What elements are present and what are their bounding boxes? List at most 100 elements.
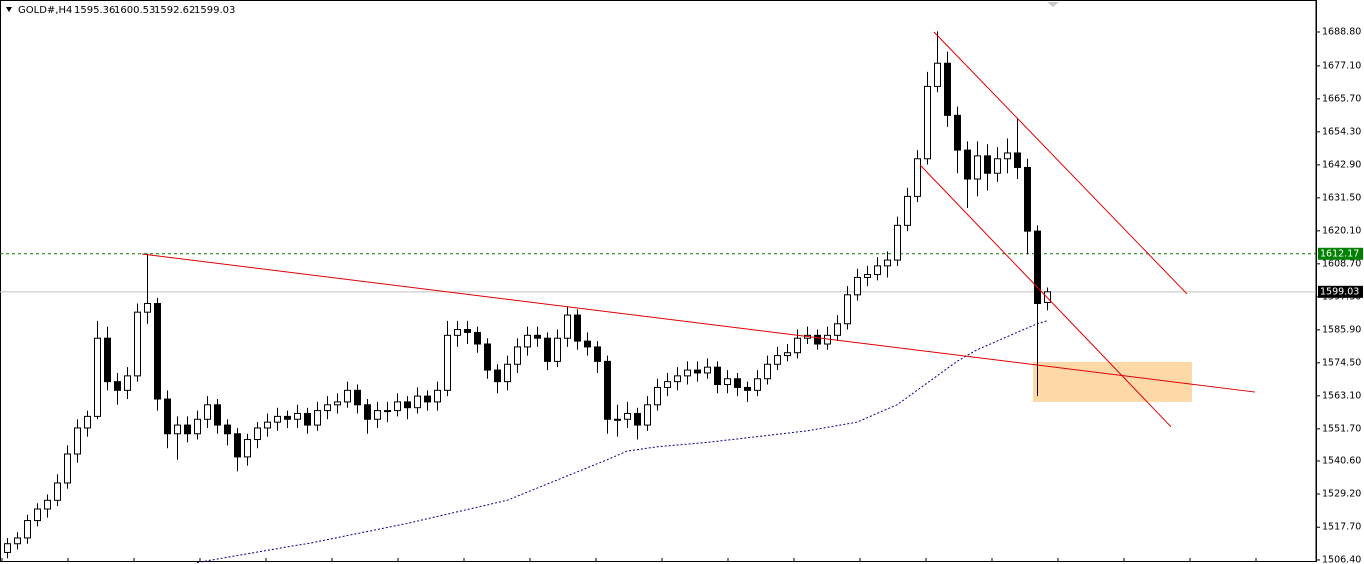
candle-body — [894, 224, 901, 261]
candle-body — [544, 337, 551, 362]
header-close: 1599.03 — [194, 5, 235, 16]
candle-body — [734, 378, 741, 388]
y-tick-label: 1517.70 — [1322, 522, 1361, 533]
candle-body — [904, 195, 911, 226]
candle-body — [114, 381, 121, 391]
trendline — [919, 164, 1172, 428]
y-tick-label: 1585.90 — [1322, 324, 1361, 335]
header-low: 1592.62 — [154, 5, 195, 16]
candle-body — [704, 366, 711, 374]
candle-body — [304, 412, 311, 426]
candle-body — [364, 404, 371, 420]
candle-body — [214, 404, 221, 426]
candle-body — [64, 453, 71, 484]
price-tag-label: 1599.03 — [1320, 286, 1359, 297]
candle-body — [254, 427, 261, 441]
candle-body — [974, 155, 981, 180]
candle-body — [1004, 152, 1011, 160]
candle-body — [284, 415, 291, 420]
plot-frame — [0, 0, 1317, 562]
candle-body — [884, 259, 891, 267]
candle-body — [794, 337, 801, 354]
y-tick-label: 1677.10 — [1322, 60, 1361, 71]
candle-body — [844, 294, 851, 325]
candle-body — [564, 314, 571, 339]
candle-body — [84, 415, 91, 429]
candle-body — [1024, 166, 1031, 232]
candle-body — [574, 314, 581, 342]
y-tick-label: 1608.70 — [1322, 258, 1361, 269]
trendline — [141, 253, 1256, 393]
candle-body — [764, 363, 771, 380]
candle-body — [664, 381, 671, 388]
candle-body — [684, 369, 691, 377]
candle-body — [774, 355, 781, 365]
candle-body — [994, 158, 1001, 174]
candle-body — [424, 395, 431, 403]
header-open: 1595.36 — [74, 5, 115, 16]
candle-body — [874, 265, 881, 276]
candle-body — [604, 360, 611, 420]
candle-body — [14, 537, 21, 545]
candle-body — [914, 158, 921, 197]
trendline — [933, 31, 1188, 295]
candle-body — [94, 337, 101, 417]
candle-body — [944, 62, 951, 116]
candle-body — [184, 424, 191, 435]
price-tag — [1318, 247, 1363, 260]
candle-body — [454, 329, 461, 336]
candle-body — [524, 334, 531, 348]
candle-body — [634, 412, 641, 426]
candle-body — [554, 337, 561, 362]
candle-body — [264, 421, 271, 429]
y-tick-label: 1688.80 — [1322, 26, 1361, 37]
candle-body — [74, 427, 81, 455]
candle-body — [504, 363, 511, 383]
y-tick-label: 1506.40 — [1322, 554, 1361, 564]
candle-body — [164, 398, 171, 435]
price-tag — [1318, 285, 1363, 298]
candle-body — [724, 378, 731, 386]
candle-body — [814, 334, 821, 345]
candle-body — [144, 302, 151, 313]
candle-body — [404, 401, 411, 409]
candle-body — [1044, 291, 1051, 303]
y-tick-label: 1642.90 — [1322, 159, 1361, 170]
candle-body — [1014, 152, 1021, 168]
candle-body — [174, 424, 181, 435]
candle-body — [334, 401, 341, 406]
candle-body — [674, 375, 681, 383]
candle-body — [384, 410, 391, 413]
y-tick-label: 1665.70 — [1322, 93, 1361, 104]
price-axis-bg — [1316, 0, 1364, 564]
y-tick-label: 1654.30 — [1322, 126, 1361, 137]
candle-body — [754, 378, 761, 391]
chart-header: GOLD#,H4 1595.36 1600.53 1592.62 1599.03 — [6, 5, 235, 16]
y-tick-label: 1551.70 — [1322, 423, 1361, 434]
candle-body — [44, 499, 51, 510]
candle-body — [534, 334, 541, 339]
candle-body — [434, 389, 441, 403]
candle-body — [694, 369, 701, 374]
candle-body — [484, 343, 491, 371]
zone — [1033, 361, 1192, 402]
candle-body — [444, 334, 451, 391]
candle-body — [314, 410, 321, 426]
candle-body — [834, 323, 841, 336]
candle-body — [784, 352, 791, 357]
candle-body — [954, 114, 961, 151]
candle-body — [394, 401, 401, 412]
candle-body — [194, 418, 201, 435]
y-tick-label: 1540.60 — [1322, 455, 1361, 466]
candle-body — [934, 62, 941, 87]
y-tick-label: 1574.50 — [1322, 357, 1361, 368]
candle-body — [964, 149, 971, 180]
candle-body — [924, 85, 931, 160]
candle-body — [624, 412, 631, 420]
candle-body — [1034, 230, 1041, 304]
candle-body — [204, 404, 211, 420]
candle-body — [24, 520, 31, 539]
candle-body — [464, 329, 471, 333]
candle-body — [714, 366, 721, 386]
candle-body — [224, 424, 231, 435]
